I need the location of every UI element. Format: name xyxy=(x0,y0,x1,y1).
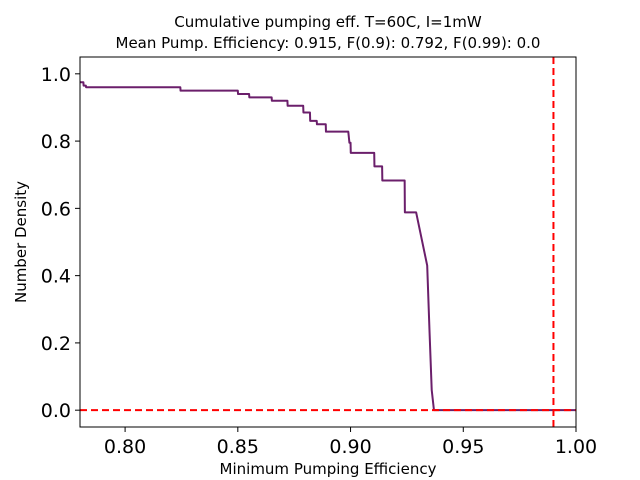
x-tick-label: 1.00 xyxy=(555,436,597,458)
reference-lines-layer xyxy=(80,57,576,427)
y-axis-label: Number Density xyxy=(12,181,30,303)
y-tick-label: 0.6 xyxy=(41,198,71,220)
x-tick-label: 0.85 xyxy=(217,436,259,458)
y-tick-label: 1.0 xyxy=(41,64,71,86)
plot-frame xyxy=(79,56,577,428)
y-tick-label: 0.2 xyxy=(41,333,71,355)
y-tick-label: 0.4 xyxy=(41,266,71,288)
x-axis-label: Minimum Pumping Efficiency xyxy=(220,460,437,478)
y-tick-label: 0.0 xyxy=(41,400,71,422)
series-line-0 xyxy=(80,81,576,412)
ticks-layer: 0.80 0.85 0.90 0.95 1.00 0.0 0.2 0.4 0.6 0.8 1.0 xyxy=(41,64,597,458)
y-tick-label: 0.8 xyxy=(41,131,71,153)
series-layer xyxy=(80,81,576,412)
x-tick-label: 0.90 xyxy=(329,436,371,458)
chart-title: Cumulative pumping eff. T=60C, I=1mW xyxy=(174,13,482,31)
x-tick-label: 0.80 xyxy=(104,436,146,458)
chart-subtitle: Mean Pump. Efficiency: 0.915, F(0.9): 0.… xyxy=(116,34,541,52)
x-tick-label: 0.95 xyxy=(442,436,484,458)
